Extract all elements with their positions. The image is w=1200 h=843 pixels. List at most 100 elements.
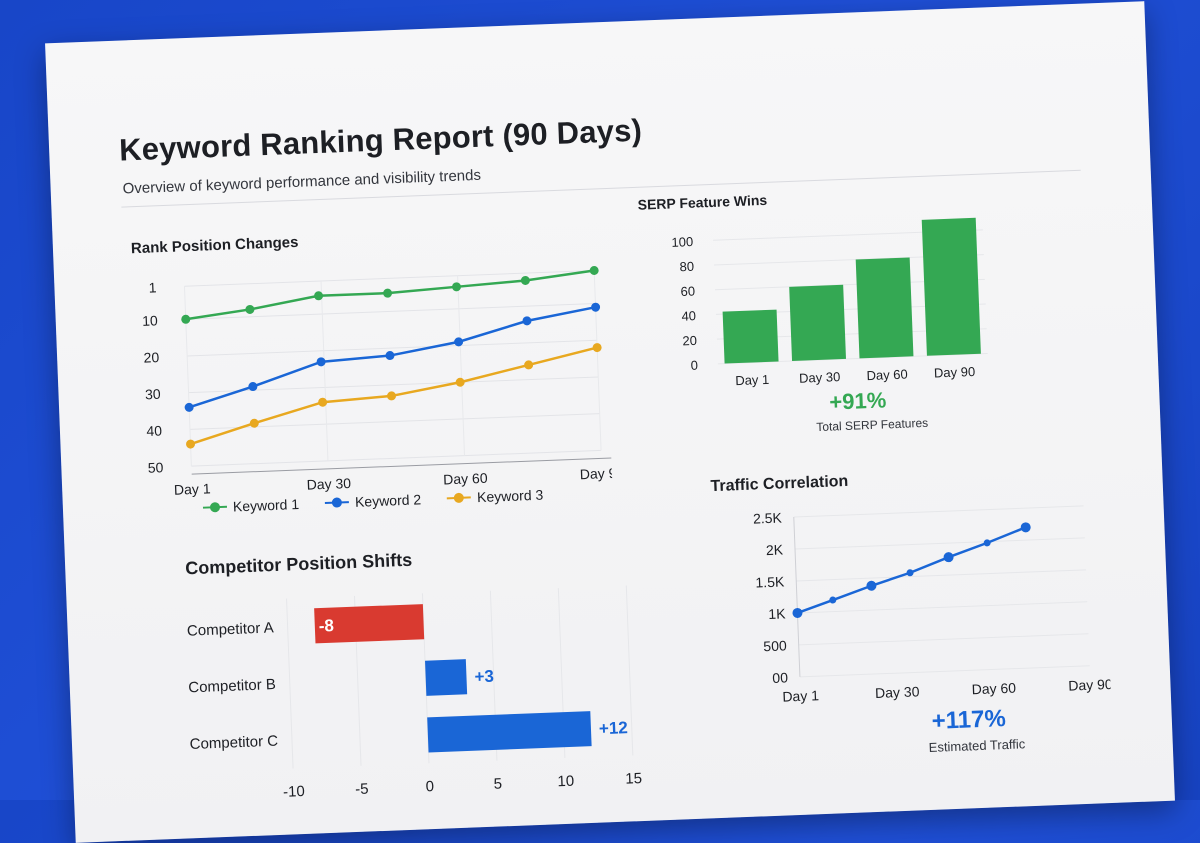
competitor-bar-competitor-a	[314, 604, 425, 644]
serp-y-tick-label: 60	[680, 283, 695, 299]
rank-point-keyword-1	[181, 314, 191, 324]
traffic-chart-title: Traffic Correlation	[710, 472, 849, 496]
rank-gridline	[191, 449, 602, 467]
rank-chart: 1 10 20 30 40 50 Day 1 Day 30 Day 60 Day 90	[142, 265, 613, 498]
rank-point-keyword-2	[454, 337, 464, 347]
report-sheet: Keyword Ranking Report (90 Days) Overvie…	[45, 1, 1175, 843]
serp-x-tick-label: Day 60	[866, 367, 908, 384]
serp-bar-day-60	[855, 257, 914, 359]
traffic-y-tick-label: 00	[772, 669, 788, 686]
rank-point-keyword-2	[385, 351, 395, 361]
serp-stat-value: +91%	[828, 387, 887, 415]
rank-point-keyword-2	[184, 402, 194, 412]
rank-point-keyword-1	[451, 282, 461, 292]
rank-x-tick-label: Day 90	[579, 464, 612, 482]
rank-point-keyword-3	[318, 397, 328, 407]
competitor-chart-title: Competitor Position Shifts	[184, 549, 413, 579]
serp-bar-day-1	[722, 309, 779, 364]
serp-y-tick-label: 0	[690, 358, 698, 373]
competitor-category-label: Competitor C	[189, 733, 278, 753]
traffic-y-tick-label: 1.5K	[755, 573, 785, 590]
traffic-y-tick-label: 500	[763, 637, 787, 654]
serp-chart: 0 20 40 60 80 100 Day 1 Day 30 Day 60 Day 90	[671, 217, 988, 388]
rank-point-keyword-3	[387, 391, 397, 401]
rank-point-keyword-1	[245, 304, 255, 314]
rank-y-tick-label: 1	[148, 279, 157, 295]
rank-y-tick-label: 50	[148, 459, 164, 476]
legend-label-keyword-2: Keyword 2	[354, 491, 422, 510]
competitor-chart: -10 -5 0 5 10 15 Competitor A -8 Competitor B +3 C…	[187, 585, 642, 801]
legend-label-keyword-1: Keyword 1	[232, 496, 300, 515]
rank-chart-title: Rank Position Changes	[130, 233, 299, 258]
rank-v-gridline	[457, 275, 466, 456]
traffic-y-tick-label: 2K	[766, 541, 784, 558]
serp-bar-day-90	[921, 217, 981, 356]
legend-label-keyword-3: Keyword 3	[476, 486, 544, 506]
rank-point-keyword-3	[249, 418, 259, 428]
rank-y-tick-label: 30	[145, 386, 161, 403]
rank-point-keyword-1	[589, 265, 599, 275]
legend-item-keyword-1: Keyword 1	[202, 496, 300, 516]
legend-swatch-keyword-2	[325, 497, 350, 508]
legend-swatch-keyword-3	[447, 492, 472, 504]
rank-y-tick-label: 40	[146, 422, 162, 439]
rank-point-keyword-2	[591, 302, 601, 312]
competitor-gridline	[625, 585, 634, 756]
traffic-gridline	[794, 537, 1085, 550]
legend-swatch-keyword-1	[202, 502, 228, 513]
serp-bar-day-30	[789, 284, 847, 361]
traffic-point	[866, 580, 877, 591]
serp-y-tick-label: 80	[679, 259, 694, 275]
rank-v-gridline	[593, 270, 602, 451]
serp-y-tick-label: 100	[671, 234, 693, 250]
traffic-point	[829, 596, 837, 604]
rank-gridline	[184, 269, 595, 287]
competitor-value-label: +3	[474, 667, 494, 687]
traffic-gridline	[799, 665, 1090, 678]
rank-gridline	[189, 413, 600, 430]
serp-panel: SERP Feature Wins 0 20 40 60 80 100 Day 1 Day 3…	[631, 183, 1001, 457]
serp-stat-label: Total SERP Features	[816, 415, 929, 435]
rank-point-keyword-3	[455, 377, 465, 387]
rank-point-keyword-2	[316, 357, 326, 367]
traffic-x-tick-label: Day 60	[971, 680, 1016, 698]
rank-point-keyword-1	[383, 288, 393, 298]
serp-x-tick-label: Day 1	[735, 372, 770, 388]
legend-item-keyword-3: Keyword 3	[447, 487, 544, 507]
traffic-x-tick-label: Day 1	[782, 687, 819, 704]
traffic-point	[792, 607, 803, 618]
traffic-panel: Traffic Correlation 00 500 1K 1.5K 2K 2.5K Day…	[682, 463, 1123, 779]
rank-gridline	[187, 339, 597, 357]
traffic-point	[906, 569, 914, 577]
rank-x-tick-label: Day 30	[306, 475, 351, 493]
competitor-x-tick-label: -5	[355, 781, 369, 798]
rank-gridline	[188, 376, 599, 394]
competitor-x-tick-label: 5	[493, 775, 502, 792]
traffic-gridline	[797, 601, 1088, 614]
competitor-x-tick-label: 0	[425, 778, 434, 795]
traffic-point	[943, 552, 954, 563]
rank-point-keyword-2	[248, 382, 258, 392]
traffic-stat-value: +117%	[931, 705, 1007, 735]
competitor-bar-competitor-b	[425, 659, 468, 696]
competitor-x-tick-label: 15	[625, 770, 642, 788]
competitor-bar-competitor-c	[427, 711, 592, 753]
competitor-x-tick-label: 10	[557, 773, 574, 791]
serp-chart-title: SERP Feature Wins	[637, 191, 768, 213]
traffic-gridline	[796, 569, 1087, 582]
competitor-panel: Competitor Position Shifts -10 -5 0 5 10 15 Co…	[135, 540, 665, 830]
traffic-chart: 00 500 1K 1.5K 2K 2.5K Day 1 Day 30 Day 60 Day 90	[753, 505, 1111, 705]
rank-panel: Rank Position Changes 1 10 20 30 40 50 Day 1 Da…	[123, 222, 614, 540]
legend-item-keyword-2: Keyword 2	[325, 491, 422, 511]
serp-x-tick-label: Day 90	[934, 364, 976, 381]
traffic-y-axis	[793, 516, 801, 677]
rank-point-keyword-3	[592, 343, 602, 353]
rank-v-gridline	[320, 280, 329, 461]
traffic-stat-label: Estimated Traffic	[928, 736, 1026, 755]
competitor-value-label: +12	[599, 718, 629, 738]
traffic-x-tick-label: Day 30	[875, 683, 920, 701]
competitor-x-tick-label: -10	[283, 783, 305, 801]
rank-y-tick-label: 20	[143, 349, 159, 366]
rank-point-keyword-1	[314, 291, 324, 301]
competitor-category-label: Competitor B	[188, 676, 276, 696]
